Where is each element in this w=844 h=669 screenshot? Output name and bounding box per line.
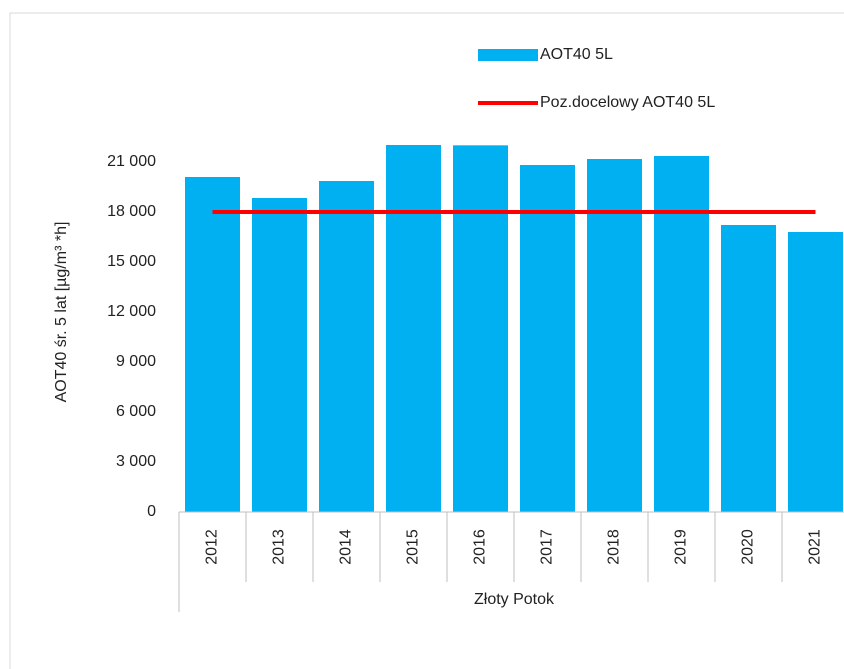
bar [721,225,776,512]
y-tick-label: 9 000 [116,353,156,370]
x-tick-label: 2012 [204,529,221,565]
x-tick-label: 2013 [271,529,288,565]
chart-frame [9,12,844,669]
x-tick-label: 2018 [606,529,623,565]
y-tick-label: 6 000 [116,403,156,420]
legend-label: Poz.docelowy AOT40 5L [540,94,715,111]
bar [252,198,307,512]
x-tick-label: 2017 [539,529,556,565]
y-tick-label: 18 000 [107,203,156,220]
bar [185,177,240,512]
x-tick-label: 2021 [807,529,824,565]
x-tick-label: 2020 [740,529,757,565]
x-tick-label: 2016 [472,529,489,565]
bar [654,156,709,512]
bar [788,232,843,512]
y-tick-label: 3 000 [116,453,156,470]
bar [453,145,508,513]
y-tick-label: 0 [147,503,156,520]
bar [587,159,642,512]
bar [520,165,575,512]
y-axis-label: AOT40 śr. 5 lat [µg/m³ *h] [53,222,70,403]
y-tick-label: 15 000 [107,253,156,270]
x-tick-label: 2019 [673,529,690,565]
legend-swatch [478,49,538,61]
bar [386,145,441,512]
x-tick-label: 2015 [405,529,422,565]
legend-label: AOT40 5L [540,46,613,63]
x-group-label: Złoty Potok [474,591,555,608]
bar [319,181,374,512]
x-tick-label: 2014 [338,529,355,565]
y-tick-label: 21 000 [107,153,156,170]
y-tick-label: 12 000 [107,303,156,320]
